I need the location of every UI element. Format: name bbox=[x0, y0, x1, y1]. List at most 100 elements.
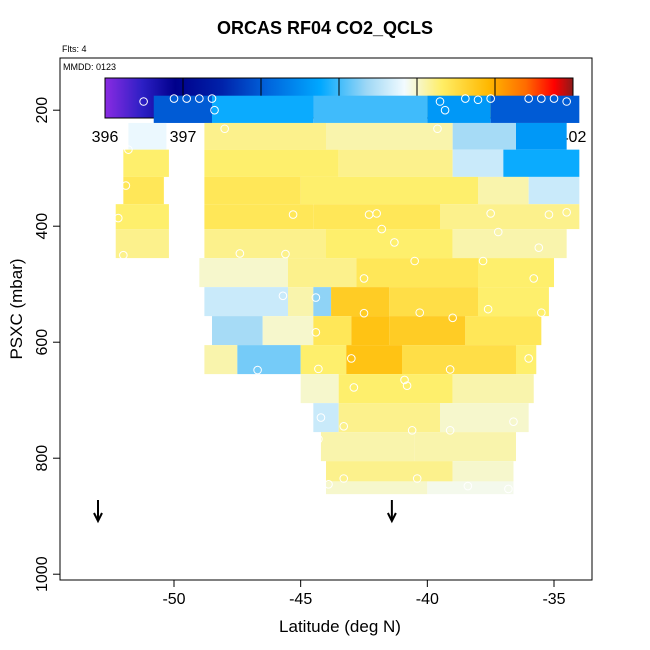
heatmap-cell bbox=[478, 176, 529, 205]
y-tick-label: 400 bbox=[34, 213, 51, 240]
sample-point bbox=[124, 145, 133, 154]
sample-point bbox=[478, 256, 488, 266]
sample-point bbox=[278, 291, 288, 301]
heatmap-cell bbox=[262, 316, 314, 346]
sample-point bbox=[486, 209, 495, 218]
sample-point bbox=[235, 249, 245, 258]
heatmap-cell bbox=[115, 229, 169, 259]
heatmap-cell bbox=[212, 95, 314, 123]
sample-point bbox=[433, 124, 442, 134]
sample-point bbox=[486, 94, 495, 103]
heatmap-cell bbox=[212, 316, 263, 346]
heatmap-cell bbox=[452, 122, 516, 150]
sample-point bbox=[504, 484, 513, 494]
sample-point bbox=[311, 328, 321, 337]
plot-frame bbox=[59, 57, 593, 581]
heatmap-cell bbox=[313, 204, 440, 230]
heatmap-cell bbox=[326, 461, 453, 482]
heatmap-cell bbox=[288, 258, 357, 288]
heatmap-cell bbox=[320, 432, 415, 462]
y-axis: 200 400 600 800 1000 bbox=[34, 97, 60, 592]
flights-note: Flts: 4 bbox=[62, 44, 87, 54]
x-tick-label: -50 bbox=[162, 591, 185, 608]
sample-point bbox=[121, 181, 131, 190]
sample-point bbox=[483, 304, 493, 314]
date-note: MMDD: 0123 bbox=[63, 62, 117, 72]
sample-point bbox=[220, 124, 229, 134]
sample-point bbox=[139, 97, 148, 106]
sample-point bbox=[113, 213, 123, 223]
down-arrow-head bbox=[93, 512, 103, 524]
sample-point bbox=[509, 417, 518, 426]
sample-point bbox=[415, 308, 425, 317]
heatmap-cell bbox=[490, 95, 580, 123]
sample-point bbox=[524, 354, 533, 363]
sample-point bbox=[461, 94, 470, 103]
heatmap-cell bbox=[516, 345, 537, 375]
heatmap-cell bbox=[128, 122, 167, 150]
sample-point bbox=[372, 209, 381, 218]
heatmap-cell bbox=[402, 345, 516, 375]
heatmap-cell bbox=[204, 287, 288, 317]
sample-point bbox=[281, 249, 290, 259]
sample-point bbox=[537, 94, 546, 103]
x-axis: -50 -45 -40 -35 bbox=[162, 580, 566, 608]
sample-point bbox=[347, 354, 356, 363]
heatmap-cell bbox=[356, 258, 478, 288]
sample-point bbox=[549, 94, 559, 103]
x-tick-label: -45 bbox=[289, 591, 312, 608]
sample-point bbox=[314, 364, 323, 374]
x-axis-label: Latitude (deg N) bbox=[279, 617, 401, 636]
colorbar-tick-label: 397 bbox=[170, 129, 197, 146]
sample-point bbox=[463, 481, 473, 491]
heatmap-cell bbox=[237, 345, 301, 375]
heatmap-cell bbox=[204, 345, 238, 375]
y-axis-label: PSXC (mbar) bbox=[7, 258, 26, 359]
heatmap-cell bbox=[528, 176, 580, 205]
heatmap-cell bbox=[478, 258, 554, 288]
heatmap-cell bbox=[452, 461, 514, 482]
sample-point bbox=[207, 94, 217, 103]
heatmap-cell bbox=[326, 122, 453, 150]
sample-point bbox=[407, 426, 417, 435]
down-arrow-head bbox=[386, 512, 397, 524]
sample-point bbox=[339, 474, 349, 483]
sample-point bbox=[119, 250, 128, 260]
heatmap-cell bbox=[440, 204, 580, 230]
chart-title: ORCAS RF04 CO2_QCLS bbox=[216, 18, 434, 38]
heatmap-cell bbox=[351, 316, 390, 346]
y-tick-label: 800 bbox=[34, 445, 51, 472]
x-tick-label: -35 bbox=[542, 591, 565, 608]
heatmap-cell bbox=[338, 403, 440, 433]
heatmap-cell bbox=[452, 374, 534, 404]
sample-point bbox=[435, 97, 445, 106]
sample-point bbox=[169, 94, 179, 103]
sample-point bbox=[339, 422, 349, 431]
heatmap-cell bbox=[326, 229, 453, 259]
heatmap-cell bbox=[346, 345, 402, 375]
heatmap-cell bbox=[123, 149, 169, 177]
sample-point bbox=[445, 365, 455, 374]
heatmap-cell bbox=[452, 149, 504, 177]
heatmap-cell bbox=[516, 122, 567, 150]
sample-point bbox=[537, 308, 546, 317]
heatmap-cell bbox=[204, 122, 326, 150]
heatmap-cells bbox=[115, 95, 580, 495]
sample-point bbox=[400, 375, 409, 385]
sample-point bbox=[349, 383, 359, 392]
sample-point bbox=[448, 313, 457, 323]
heatmap-cell bbox=[313, 95, 428, 123]
sample-point bbox=[359, 308, 369, 318]
heatmap-cell bbox=[300, 374, 339, 404]
sample-point bbox=[534, 243, 544, 252]
heatmap-cell bbox=[300, 345, 347, 375]
y-tick-label: 1000 bbox=[34, 556, 51, 592]
heatmap-cell bbox=[503, 149, 580, 177]
sample-point bbox=[440, 105, 450, 115]
heatmap-cell bbox=[452, 229, 567, 259]
sample-point bbox=[562, 207, 571, 217]
heatmap-cell bbox=[204, 204, 314, 230]
heatmap-cell bbox=[338, 374, 453, 404]
x-tick-label: -40 bbox=[416, 591, 439, 608]
